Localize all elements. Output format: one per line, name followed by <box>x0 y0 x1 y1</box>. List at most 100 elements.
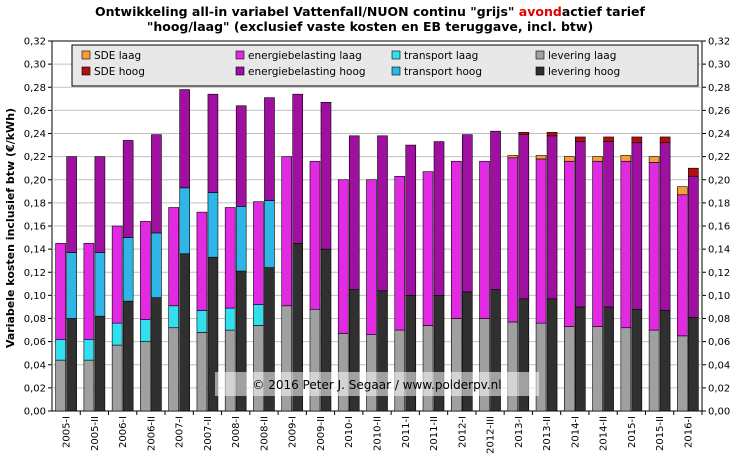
bar-segment-energiebelasting-hoog <box>292 93 304 244</box>
legend-swatch <box>535 50 545 60</box>
y-tick-label-right: 0,10 <box>708 291 730 302</box>
bar-segment-energiebelasting-hoog <box>688 175 699 318</box>
bar-segment-energiebelasting-hoog <box>546 135 558 300</box>
chart-title-line-2: "hoog/laag" (exclusief vaste kosten en E… <box>147 19 593 34</box>
bar-segment-transport-hoog <box>151 232 162 298</box>
y-tick-label-right: 0,08 <box>708 314 730 325</box>
bar-segment-energiebelasting-laag <box>309 160 321 310</box>
y-tick-label-left: 0,30 <box>24 60 46 71</box>
bar-segment-energiebelasting-laag <box>394 175 406 331</box>
y-tick-label-right: 0,18 <box>708 198 730 209</box>
legend-swatch <box>235 66 245 76</box>
bar-segment-SDE-laag <box>564 156 575 162</box>
legend-swatch <box>535 66 545 76</box>
y-tick-label-left: 0,16 <box>24 222 46 233</box>
bar-segment-levering-laag <box>140 341 151 412</box>
bar-segment-transport-laag <box>83 339 95 361</box>
bar-segment-SDE-laag <box>507 155 519 159</box>
y-tick-label-left: 0,28 <box>24 83 46 94</box>
bar-segment-energiebelasting-hoog <box>603 141 614 308</box>
bar-segment-levering-laag <box>450 318 462 412</box>
bar-segment-transport-laag <box>111 322 123 346</box>
bar-segment-SDE-hoog <box>688 167 699 177</box>
bar-segment-energiebelasting-laag <box>140 221 151 320</box>
legend: SDE laag energiebelasting laag transport l… <box>71 44 699 87</box>
bar-segment-energiebelasting-laag <box>111 225 123 324</box>
legend-label: transport hoog <box>404 66 482 78</box>
bar-segment-levering-laag <box>479 318 490 412</box>
legend-swatch <box>391 66 401 76</box>
y-tick-label-left: 0,26 <box>24 106 46 117</box>
y-tick-label-right: 0,20 <box>708 175 730 186</box>
y-axis-label: Variabele kosten inclusief btw (€/kWh) <box>4 108 17 348</box>
bar-segment-transport-hoog <box>207 192 219 258</box>
bar-segment-energiebelasting-hoog <box>575 141 586 308</box>
y-ticks-right: 0,00 0,02 0,04 0,06 0,08 0,10 0,12 0,14 0,16 0,18… <box>702 37 730 418</box>
bar-segment-energiebelasting-laag <box>253 201 264 305</box>
y-tick-label-right: 0,04 <box>708 360 730 371</box>
bar-segment-energiebelasting-hoog <box>264 97 275 201</box>
bar-segment-energiebelasting-laag <box>55 243 66 340</box>
y-tick-label-right: 0,06 <box>708 337 730 348</box>
x-tick-label: 2008-II <box>259 416 270 451</box>
y-tick-label-left: 0,04 <box>24 360 46 371</box>
x-tick-label: 2010-I <box>344 416 355 448</box>
bar-segment-levering-laag <box>394 329 406 412</box>
bar-segment-levering-laag <box>648 329 660 412</box>
x-tick-label: 2015-I <box>627 416 638 448</box>
bar-segment-levering-laag <box>592 326 603 412</box>
bar-segment-levering-laag <box>507 321 519 412</box>
bar-segment-energiebelasting-hoog <box>461 134 473 293</box>
bar-segment-transport-hoog <box>66 252 77 319</box>
y-tick-label-left: 0,18 <box>24 198 46 209</box>
x-tick-label: 2007-I <box>175 416 186 448</box>
y-tick-label-left: 0,20 <box>24 175 46 186</box>
bar-segment-levering-laag <box>422 325 434 412</box>
bar-segment-transport-laag <box>168 305 179 329</box>
bar-segment-levering-laag <box>55 359 66 412</box>
bar-segment-SDE-laag <box>620 155 632 162</box>
bar-segment-energiebelasting-hoog <box>405 144 417 296</box>
x-ticks: 2005-I 2005-II 2006-I 2006-II 2007-I 2007-II 2… <box>62 411 703 454</box>
x-tick-label: 2005-I <box>62 416 73 448</box>
y-tick-label-right: 0,16 <box>708 222 730 233</box>
bar-segment-energiebelasting-laag <box>422 171 434 326</box>
bar-segment-transport-laag <box>55 339 66 361</box>
x-tick-label: 2014-I <box>570 416 581 448</box>
bar-segment-energiebelasting-laag <box>648 162 660 331</box>
title-part: actief tarief <box>562 4 646 19</box>
bar-segment-levering-hoog <box>151 297 162 412</box>
x-tick-label: 2006-II <box>146 416 157 451</box>
bar-segment-levering-laag <box>196 332 208 412</box>
bar-segment-levering-laag <box>168 327 179 412</box>
y-ticks-left: 0,00 0,02 0,04 0,06 0,08 0,10 0,12 0,14 0,16 0,18… <box>24 37 52 418</box>
bar-segment-energiebelasting-hoog <box>151 134 162 234</box>
bar-segment-levering-laag <box>224 329 236 412</box>
bar-segment-energiebelasting-hoog <box>66 156 77 253</box>
bar-segment-energiebelasting-hoog <box>433 141 445 296</box>
y-tick-label-right: 0,30 <box>708 60 730 71</box>
bar-segment-energiebelasting-laag <box>564 160 575 327</box>
legend-label: levering laag <box>548 50 616 62</box>
x-tick-label: 2015-II <box>655 416 666 451</box>
y-tick-label-left: 0,10 <box>24 291 46 302</box>
bar-segment-energiebelasting-hoog <box>377 135 388 292</box>
y-tick-label-right: 0,00 <box>708 407 730 418</box>
legend-label: energiebelasting hoog <box>248 66 366 78</box>
bar-segment-SDE-hoog <box>659 136 671 144</box>
y-tick-label-left: 0,24 <box>24 129 46 140</box>
bar-segment-levering-hoog <box>94 315 106 412</box>
bar-segment-levering-hoog <box>179 253 190 412</box>
bar-segment-SDE-hoog <box>575 136 586 142</box>
bar-segment-energiebelasting-laag <box>450 160 462 319</box>
title-part: avond <box>519 4 562 19</box>
y-tick-label-left: 0,00 <box>24 407 46 418</box>
bar-segment-energiebelasting-laag <box>479 160 490 319</box>
bar-segment-energiebelasting-laag <box>592 160 603 327</box>
bar-segment-levering-hoog <box>66 318 77 412</box>
y-tick-label-left: 0,08 <box>24 314 46 325</box>
legend-label: SDE hoog <box>94 66 145 78</box>
bar-segment-transport-hoog <box>179 187 190 255</box>
legend-label: SDE laag <box>94 50 141 62</box>
y-tick-label-left: 0,06 <box>24 337 46 348</box>
